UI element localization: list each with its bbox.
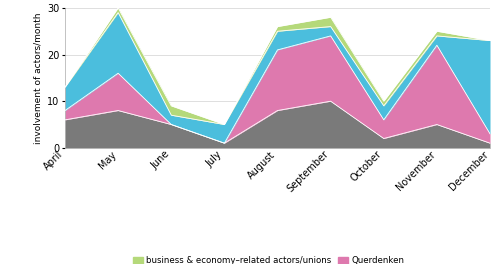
- Y-axis label: involvement of actors/month: involvement of actors/month: [34, 12, 43, 144]
- Legend: business & economy–related actors/unions, other actors, Querdenken, radical righ: business & economy–related actors/unions…: [130, 253, 425, 264]
